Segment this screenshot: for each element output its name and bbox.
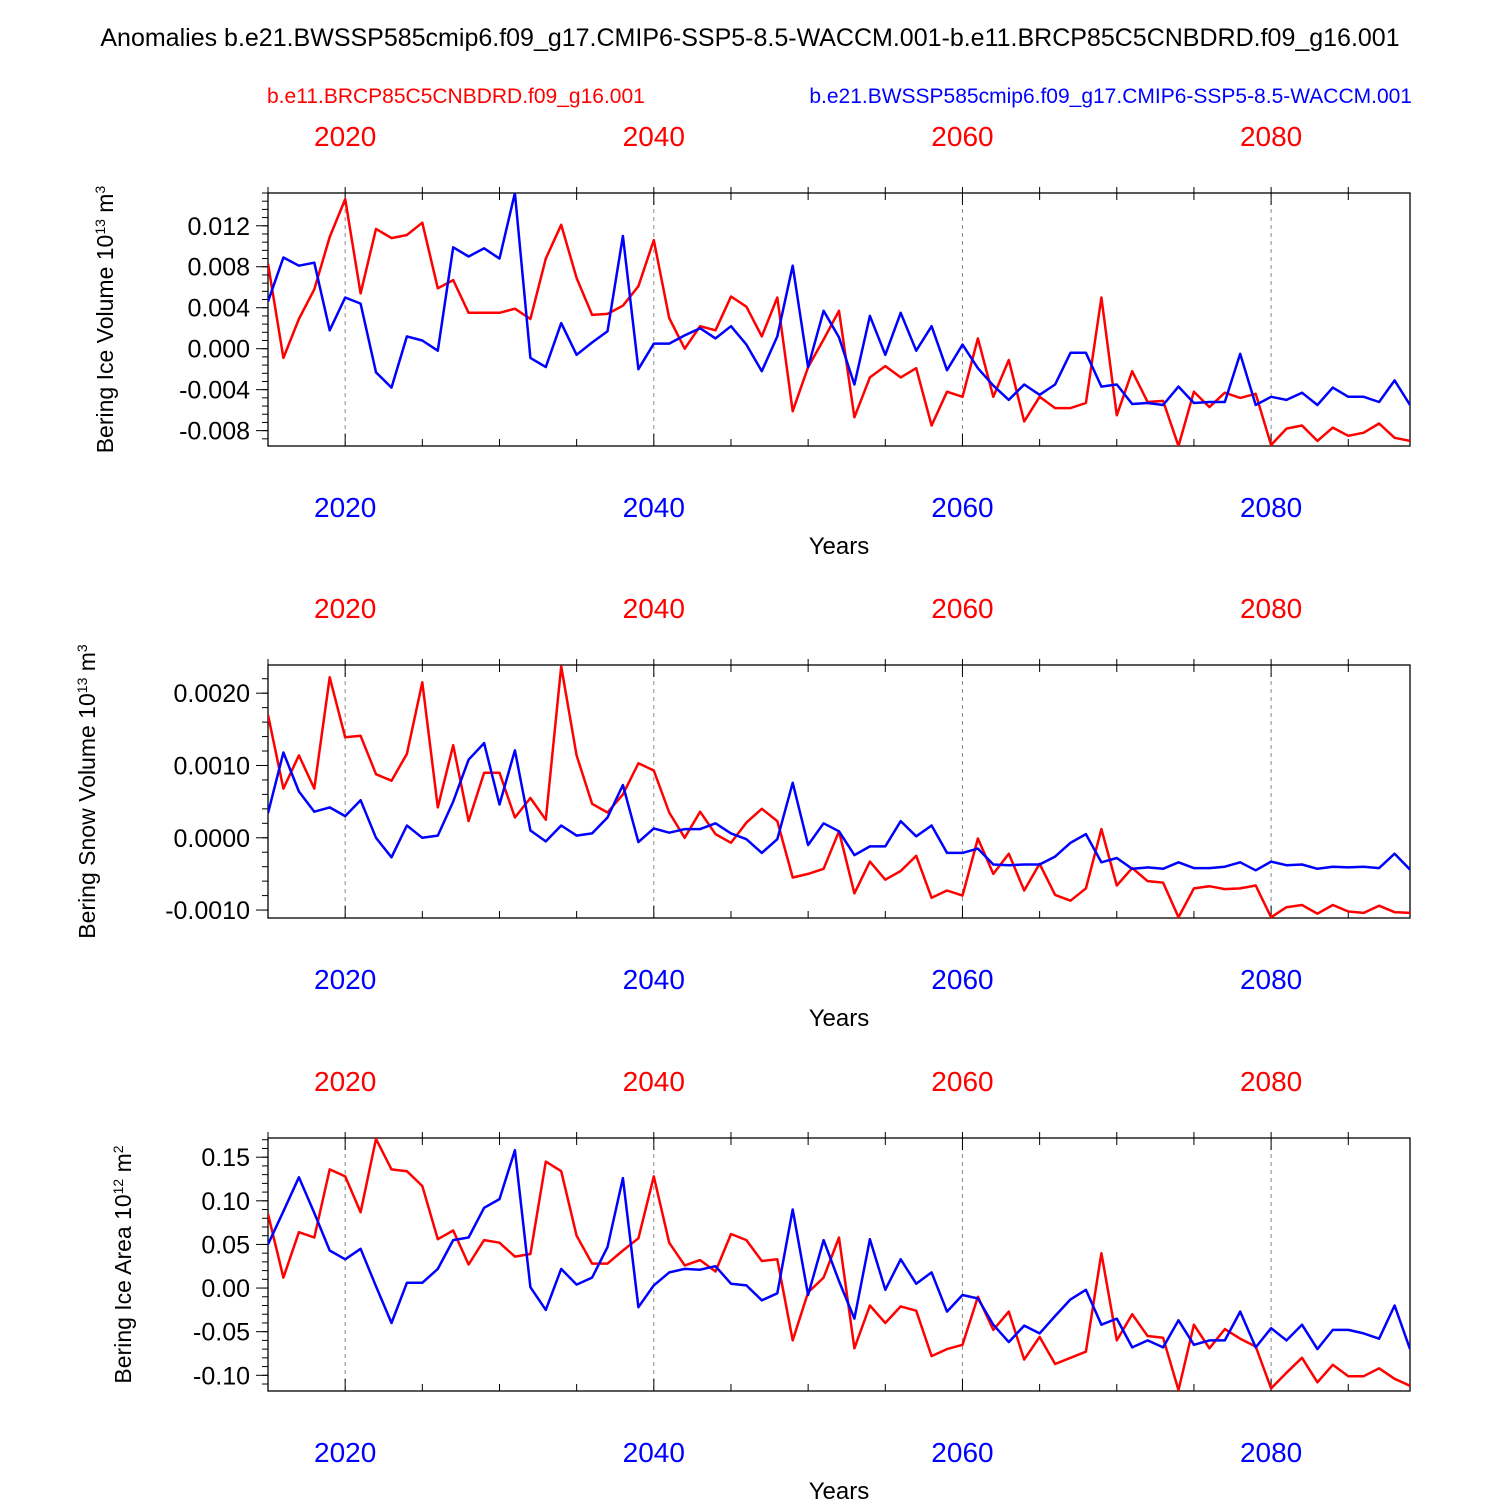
- panel-2-ytick-label: 0.0020: [174, 680, 250, 708]
- chart-panels: 0.012 0.008 0.004 0.000 -0.004 -0.008 2020 2020…: [74, 121, 1411, 1500]
- panel-2-xtick-label-bottom: 2060: [931, 964, 993, 995]
- panel-3-xlabel: Years: [809, 1478, 870, 1500]
- ylabel-part: m: [74, 652, 100, 678]
- panel-3-xtick-label-top: 2040: [623, 1066, 685, 1097]
- panel-1: 0.012 0.008 0.004 0.000 -0.004 -0.008 2020 2020…: [92, 121, 1411, 560]
- panel-3-xtick-label-top: 2060: [931, 1066, 993, 1097]
- panel-1-xtick-label-top: 2060: [931, 121, 993, 152]
- panel-1-xtick-label-bottom: 2080: [1240, 492, 1302, 523]
- panel-3-xtick-label-bottom: 2020: [314, 1437, 376, 1468]
- panel-3-series-blue: [268, 1148, 1410, 1351]
- panel-2-xtick-label-top: 2080: [1240, 593, 1302, 624]
- ylabel-part: Bering Snow Volume 10: [74, 693, 100, 939]
- panel-1-xtick-label-top: 2020: [314, 121, 376, 152]
- ylabel-superscript: 2: [110, 1145, 126, 1153]
- legend-red-label: b.e11.BRCP85C5CNBDRD.f09_g16.001: [267, 85, 645, 108]
- panel-2-xtick-label-top: 2020: [314, 593, 376, 624]
- panel-1-ytick-label: 0.000: [187, 336, 250, 364]
- panel-2-xtick-label-bottom: 2080: [1240, 964, 1302, 995]
- panel-3-xtick-label-bottom: 2060: [931, 1437, 993, 1468]
- panel-2-frame: [267, 664, 1411, 919]
- panel-3-xtick-label-top: 2020: [314, 1066, 376, 1097]
- panel-2-ytick-label: -0.0010: [165, 897, 250, 925]
- panel-1-ytick-label: 0.012: [187, 213, 250, 241]
- panel-2-series-blue: [268, 741, 1410, 872]
- panel-2-series-red: [268, 665, 1410, 918]
- panel-3-ylabel: Bering Ice Area 1012 m2: [110, 1145, 136, 1383]
- ylabel-part: Bering Ice Area 10: [110, 1194, 136, 1383]
- ylabel-superscript: 12: [110, 1179, 126, 1195]
- panel-3-ytick-label: 0.15: [201, 1144, 250, 1172]
- panel-2: 0.0020 0.0010 0.0000 -0.0010 2020 2020 2040 204…: [74, 593, 1411, 1032]
- panel-2-xlabel: Years: [809, 1005, 870, 1032]
- panel-3-ytick-label: -0.10: [193, 1362, 250, 1390]
- panel-3-xtick-label-bottom: 2040: [623, 1437, 685, 1468]
- panel-3-ytick-label: 0.10: [201, 1188, 250, 1216]
- panel-1-ylabel: Bering Ice Volume 1013 m3: [92, 186, 118, 454]
- panel-2-xtick-label-top: 2040: [623, 593, 685, 624]
- panel-2-xtick-label-bottom: 2040: [623, 964, 685, 995]
- ylabel-superscript: 3: [92, 186, 108, 194]
- ylabel-part: Bering Ice Volume 10: [92, 235, 118, 454]
- panel-1-xtick-label-bottom: 2060: [931, 492, 993, 523]
- ylabel-superscript: 13: [92, 219, 108, 235]
- panel-1-ytick-label: -0.008: [179, 418, 250, 446]
- panel-1-frame: [267, 192, 1411, 447]
- panel-3-ytick-label: 0.00: [201, 1275, 250, 1303]
- panel-3-frame: [267, 1137, 1411, 1392]
- panel-1-ytick-label: 0.004: [187, 295, 250, 323]
- legend-blue-label: b.e21.BWSSP585cmip6.f09_g17.CMIP6-SSP5-8…: [809, 85, 1412, 108]
- panel-1-series-red: [268, 197, 1410, 446]
- panel-1-ytick-label: -0.004: [179, 377, 250, 405]
- panel-1-xtick-label-bottom: 2020: [314, 492, 376, 523]
- ylabel-part: m: [92, 194, 118, 220]
- panel-1-xtick-label-top: 2080: [1240, 121, 1302, 152]
- panel-3-series-red: [268, 1138, 1410, 1391]
- panel-3-xtick-label-top: 2080: [1240, 1066, 1302, 1097]
- panel-2-ytick-label: 0.0000: [174, 825, 250, 853]
- panel-2-ylabel: Bering Snow Volume 1013 m3: [74, 644, 100, 939]
- panel-1-series-blue: [268, 193, 1410, 407]
- panel-3-ytick-label: -0.05: [193, 1319, 250, 1347]
- panel-1-xtick-label-top: 2040: [623, 121, 685, 152]
- panel-3-xtick-label-bottom: 2080: [1240, 1437, 1302, 1468]
- panel-2-ytick-label: 0.0010: [174, 752, 250, 780]
- panel-2-xtick-label-top: 2060: [931, 593, 993, 624]
- panel-1-ytick-label: 0.008: [187, 254, 250, 282]
- ylabel-superscript: 3: [74, 644, 90, 652]
- panel-3-ytick-label: 0.05: [201, 1231, 250, 1259]
- figure-title: Anomalies b.e21.BWSSP585cmip6.f09_g17.CM…: [100, 24, 1399, 52]
- ylabel-part: m: [110, 1153, 136, 1179]
- panel-1-xtick-label-bottom: 2040: [623, 492, 685, 523]
- panel-3: 0.15 0.10 0.05 0.00 -0.05 -0.10 2020 2020 2040 20…: [110, 1066, 1411, 1500]
- panel-2-xtick-label-bottom: 2020: [314, 964, 376, 995]
- ylabel-superscript: 13: [74, 677, 90, 693]
- panel-1-xlabel: Years: [809, 533, 870, 560]
